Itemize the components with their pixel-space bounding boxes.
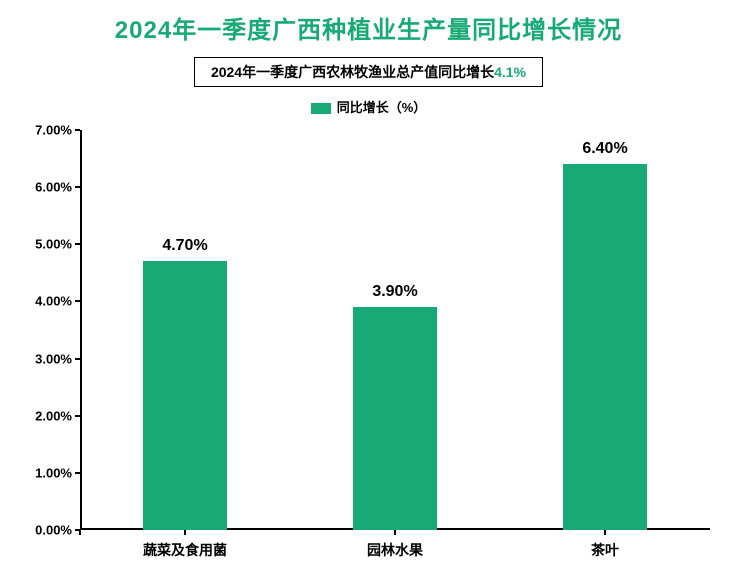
x-tick-mark	[184, 530, 186, 535]
subtitle-prefix: 2024年一季度广西农林牧渔业总产值同比增长	[211, 64, 494, 80]
bar: 4.70%	[143, 261, 227, 530]
y-tick-label: 2.00%	[35, 408, 80, 423]
legend-marker	[311, 103, 331, 114]
y-tick-mark	[75, 129, 80, 131]
x-tick-mark	[394, 530, 396, 535]
y-tick-mark	[75, 358, 80, 360]
chart-plot-area: 0.00%1.00%2.00%3.00%4.00%5.00%6.00%7.00%…	[80, 130, 710, 530]
legend-label: 同比增长（%）	[337, 100, 427, 115]
chart-title: 2024年一季度广西种植业生产量同比增长情况	[0, 0, 737, 45]
y-tick-mark	[75, 415, 80, 417]
subtitle-box: 2024年一季度广西农林牧渔业总产值同比增长4.1%	[194, 57, 543, 87]
bar-value-label: 3.90%	[372, 283, 417, 301]
y-tick-label: 7.00%	[35, 123, 80, 138]
y-tick-mark	[75, 243, 80, 245]
x-tick-label: 园林水果	[367, 540, 423, 560]
bar-value-label: 4.70%	[162, 237, 207, 255]
y-tick-label: 0.00%	[35, 523, 80, 538]
x-tick-mark	[79, 530, 81, 535]
y-tick-label: 4.00%	[35, 294, 80, 309]
y-tick-label: 1.00%	[35, 465, 80, 480]
y-tick-label: 5.00%	[35, 237, 80, 252]
bar: 3.90%	[353, 307, 437, 530]
y-axis-line	[80, 130, 82, 530]
bar: 6.40%	[563, 164, 647, 530]
x-tick-mark	[604, 530, 606, 535]
y-tick-mark	[75, 300, 80, 302]
subtitle-highlight: 4.1%	[494, 64, 526, 80]
legend: 同比增长（%）	[0, 97, 737, 116]
y-tick-mark	[75, 472, 80, 474]
bar-value-label: 6.40%	[582, 140, 627, 158]
y-tick-mark	[75, 186, 80, 188]
x-tick-label: 茶叶	[591, 540, 619, 560]
x-tick-label: 蔬菜及食用菌	[143, 540, 227, 560]
y-tick-label: 3.00%	[35, 351, 80, 366]
y-tick-label: 6.00%	[35, 180, 80, 195]
